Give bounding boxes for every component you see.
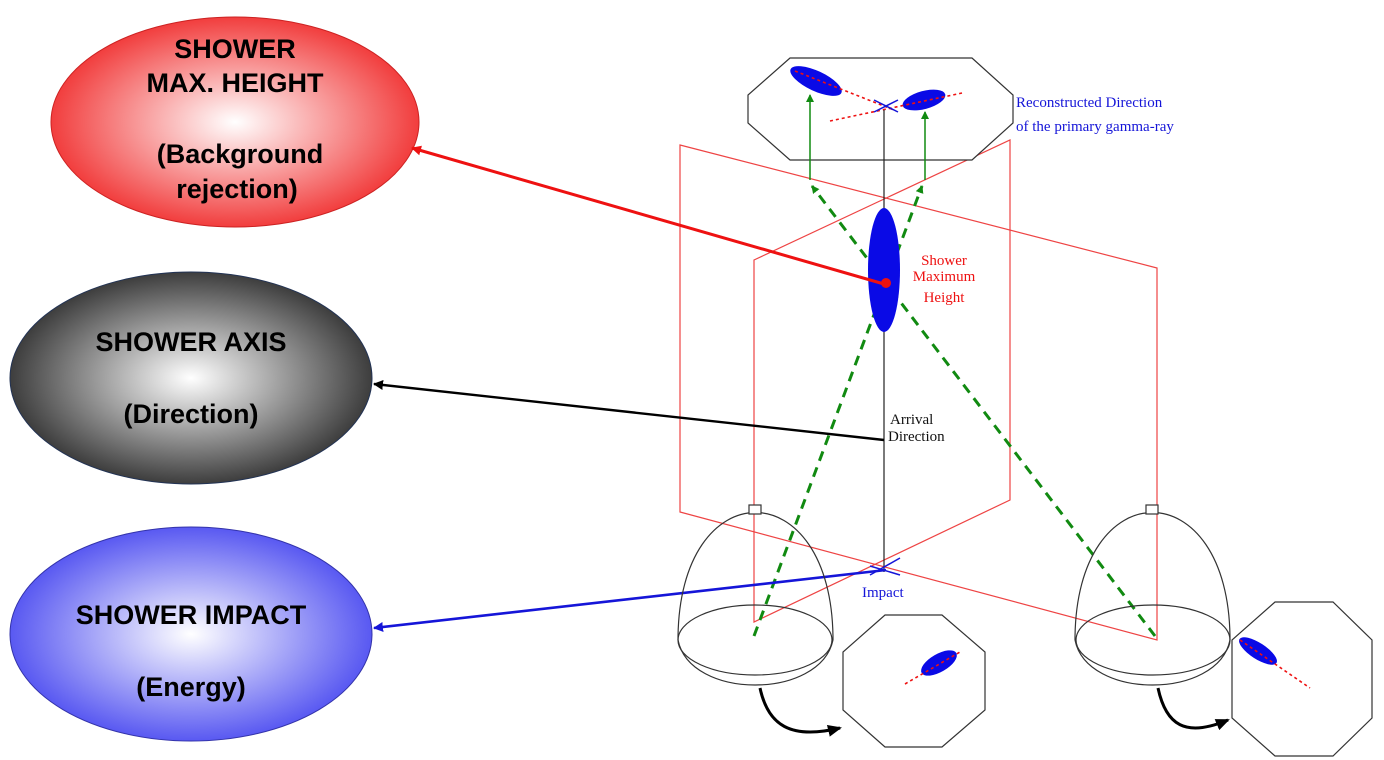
- max-height-title-2: MAX. HEIGHT: [146, 68, 324, 98]
- curved-arrow-right: [1156, 687, 1230, 731]
- shower-ellipse: [868, 208, 900, 332]
- max-height-bubble: SHOWER MAX. HEIGHT (Background rejection…: [50, 16, 420, 228]
- telescope-right: [1074, 504, 1231, 686]
- max-height-subtitle-1: (Background: [157, 139, 324, 169]
- impact-title: SHOWER IMPACT: [76, 600, 307, 630]
- shower-axis-bubble: SHOWER AXIS (Direction): [9, 271, 373, 485]
- max-height-title-1: SHOWER: [174, 34, 296, 64]
- arrival-label-2: Direction: [888, 429, 945, 445]
- axis-title: SHOWER AXIS: [95, 327, 286, 357]
- axis-arrow: [373, 380, 885, 442]
- impact-arrow: [373, 568, 887, 632]
- arrival-label-1: Arrival: [890, 412, 933, 428]
- shower-max-point: [881, 278, 891, 288]
- impact-subtitle: (Energy): [136, 672, 246, 702]
- reconstructed-label-2: of the primary gamma-ray: [1016, 119, 1174, 135]
- curved-arrow-left: [758, 687, 842, 737]
- axis-subtitle: (Direction): [124, 399, 259, 429]
- max-height-arrow: [411, 145, 885, 286]
- reconstructed-direction-cross-2: [873, 99, 899, 113]
- reconstructed-label-1: Reconstructed Direction: [1016, 95, 1163, 111]
- shower-planes: [679, 139, 1158, 641]
- plane-left: [679, 144, 1158, 641]
- reconstruction-camera: [747, 57, 1014, 161]
- shower-max-label-2: Maximum: [913, 269, 976, 285]
- projection-up-arrows: [806, 94, 929, 180]
- shower-max-label-1: Shower: [921, 253, 967, 269]
- top-image-right-ellipse: [902, 89, 946, 111]
- camera-image-right: [1231, 601, 1373, 757]
- max-height-subtitle-2: rejection): [176, 174, 298, 204]
- camera-image-left: [842, 614, 986, 748]
- shower-max-label-3: Height: [924, 290, 966, 306]
- shower-impact-bubble: SHOWER IMPACT (Energy): [9, 526, 373, 742]
- impact-label: Impact: [862, 585, 904, 601]
- telescope-left: [677, 504, 834, 686]
